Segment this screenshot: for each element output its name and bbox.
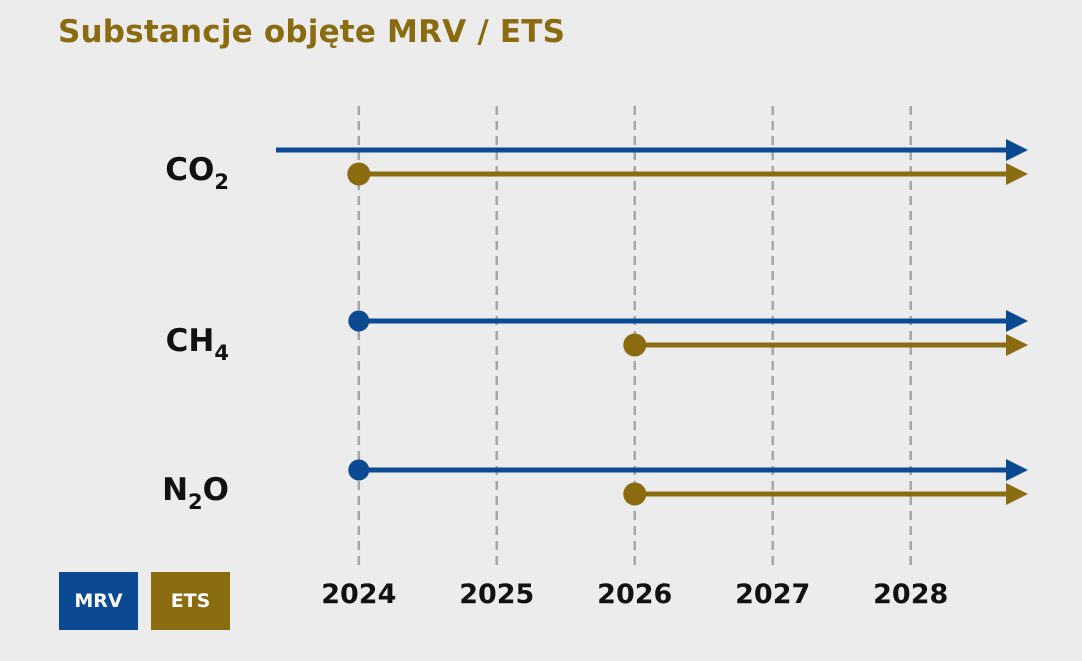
chart-title: Substancje objęte MRV / ETS	[58, 14, 566, 50]
start-dot-n2o-ets	[623, 482, 647, 506]
legend-ets: ETS	[151, 572, 230, 630]
tick-label-layer: 2024 2025 2026 2027 2028	[321, 579, 948, 610]
substance-label-ch4: CH4	[166, 323, 229, 365]
x-tick-label-2024: 2024	[321, 579, 396, 610]
start-dot-ch4-ets	[623, 333, 647, 357]
arrow-n2o-ets	[1006, 483, 1028, 505]
x-tick-label-2027: 2027	[735, 579, 810, 610]
substance-label-co2: CO2	[165, 152, 229, 194]
x-tick-label-2028: 2028	[873, 579, 948, 610]
legend-ets-label: ETS	[170, 590, 211, 612]
series-layer	[276, 139, 1028, 506]
arrow-n2o-mrv	[1006, 459, 1028, 481]
start-dot-n2o-mrv	[348, 459, 370, 481]
legend-mrv: MRV	[59, 572, 138, 630]
arrow-ch4-mrv	[1006, 310, 1028, 332]
arrow-ch4-ets	[1006, 334, 1028, 356]
arrow-co2-mrv	[1006, 139, 1028, 161]
arrow-co2-ets	[1006, 163, 1028, 185]
legend-mrv-label: MRV	[74, 590, 123, 612]
x-tick-label-2026: 2026	[597, 579, 672, 610]
start-dot-ch4-mrv	[348, 310, 370, 332]
substance-label-layer: CO2 CH4 N2O	[162, 152, 229, 514]
substance-label-n2o: N2O	[162, 472, 229, 514]
start-dot-co2-ets	[347, 162, 371, 186]
x-tick-label-2025: 2025	[459, 579, 534, 610]
